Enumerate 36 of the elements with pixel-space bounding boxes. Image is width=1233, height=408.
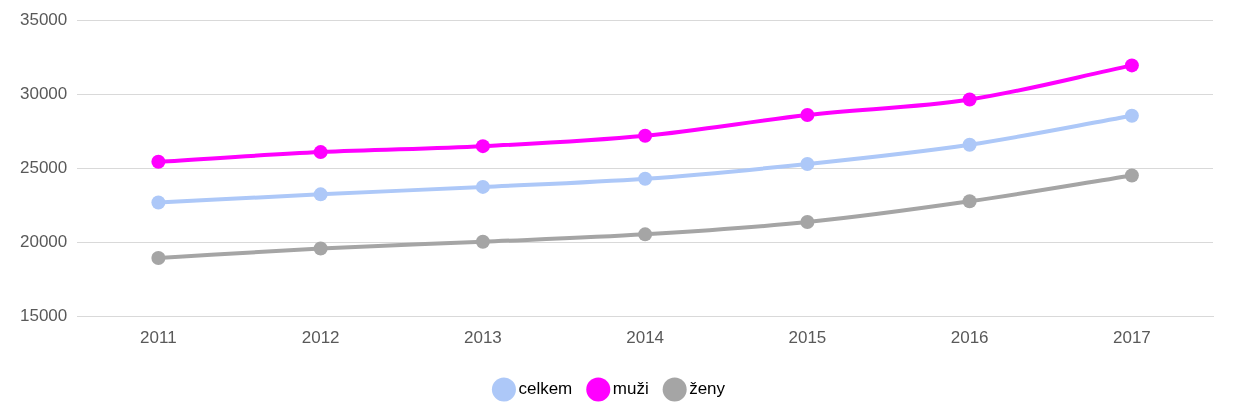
point — [800, 108, 815, 123]
x-tick-label: 2015 — [788, 328, 827, 348]
legend-label: celkem — [518, 379, 573, 399]
x-tick-label: 2017 — [1112, 328, 1151, 348]
point — [800, 156, 815, 171]
y-tick-label: 15000 — [19, 306, 68, 326]
point — [1124, 108, 1139, 123]
point — [313, 187, 328, 202]
point — [475, 179, 490, 194]
y-tick-label: 30000 — [19, 83, 68, 103]
point — [475, 234, 490, 249]
point — [313, 145, 328, 160]
point — [638, 128, 653, 143]
x-tick-label: 2014 — [626, 328, 665, 348]
point — [962, 92, 977, 107]
point — [151, 154, 166, 169]
point — [151, 251, 166, 266]
y-tick-label: 25000 — [19, 158, 68, 178]
x-tick-label: 2011 — [140, 328, 177, 348]
x-tick-label: 2012 — [301, 328, 340, 348]
y-tick-label: 35000 — [19, 9, 68, 29]
point — [1124, 58, 1139, 73]
point — [962, 137, 977, 152]
point — [962, 194, 977, 209]
point — [638, 227, 653, 242]
legend-label: muži — [612, 379, 649, 399]
y-tick-label: 20000 — [19, 232, 68, 252]
point — [475, 139, 490, 154]
x-tick-label: 2013 — [463, 328, 502, 348]
point — [151, 195, 166, 210]
point — [313, 241, 328, 256]
point — [638, 171, 653, 186]
legend-label: ženy — [689, 379, 726, 399]
point — [800, 215, 815, 230]
x-tick-label: 2016 — [950, 328, 989, 348]
point — [1124, 168, 1139, 183]
